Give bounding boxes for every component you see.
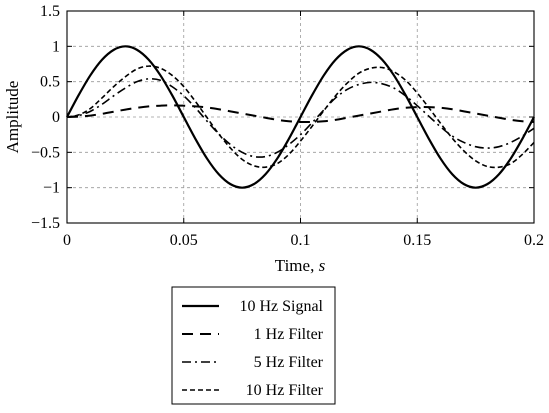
x-axis-label-main: Time, (275, 256, 319, 275)
x-tick-label: 0.15 (403, 232, 431, 249)
series-line-10-hz-signal (66, 45, 535, 189)
x-tick-label: 0.05 (170, 232, 198, 249)
x-tick-label: 0.1 (291, 232, 311, 249)
legend: 10 Hz Signal 1 Hz Filter 5 Hz Filter 10 Hz … (171, 286, 336, 405)
legend-items: 10 Hz Signal 1 Hz Filter 5 Hz Filter 10 Hz … (182, 298, 324, 399)
y-tick-label: 1 (52, 38, 60, 55)
series-line-1-hz-filter (66, 104, 535, 124)
y-tick-label: −0.5 (31, 144, 60, 161)
y-tick-label: −1 (43, 180, 60, 197)
series-layer (66, 45, 535, 189)
legend-label-5-hz-filter: 5 Hz Filter (254, 354, 324, 371)
x-axis-label: Time, s (275, 256, 326, 275)
x-tick-label: 0.2 (524, 232, 544, 249)
legend-label-1-hz-filter: 1 Hz Filter (254, 326, 324, 343)
y-tick-label: 0.5 (40, 74, 60, 91)
label-layer: 0 0.05 0.1 0.15 0.2 −1.5 −1 −0.5 0 0.5 1 1.5 (31, 3, 544, 249)
legend-label-10-hz-signal: 10 Hz Signal (239, 298, 323, 315)
x-tick-label: 0 (63, 232, 71, 249)
legend-label-10-hz-filter: 10 Hz Filter (246, 382, 324, 399)
y-tick-label: −1.5 (31, 215, 60, 232)
grid-layer (67, 11, 534, 223)
x-axis-label-unit: s (319, 256, 326, 275)
y-tick-label: 0 (52, 109, 60, 126)
y-axis-label: Amplitude (3, 81, 22, 154)
series-line-10-hz-filter (66, 65, 535, 169)
y-tick-label: 1.5 (40, 3, 60, 20)
series-line-5-hz-filter (66, 77, 535, 158)
